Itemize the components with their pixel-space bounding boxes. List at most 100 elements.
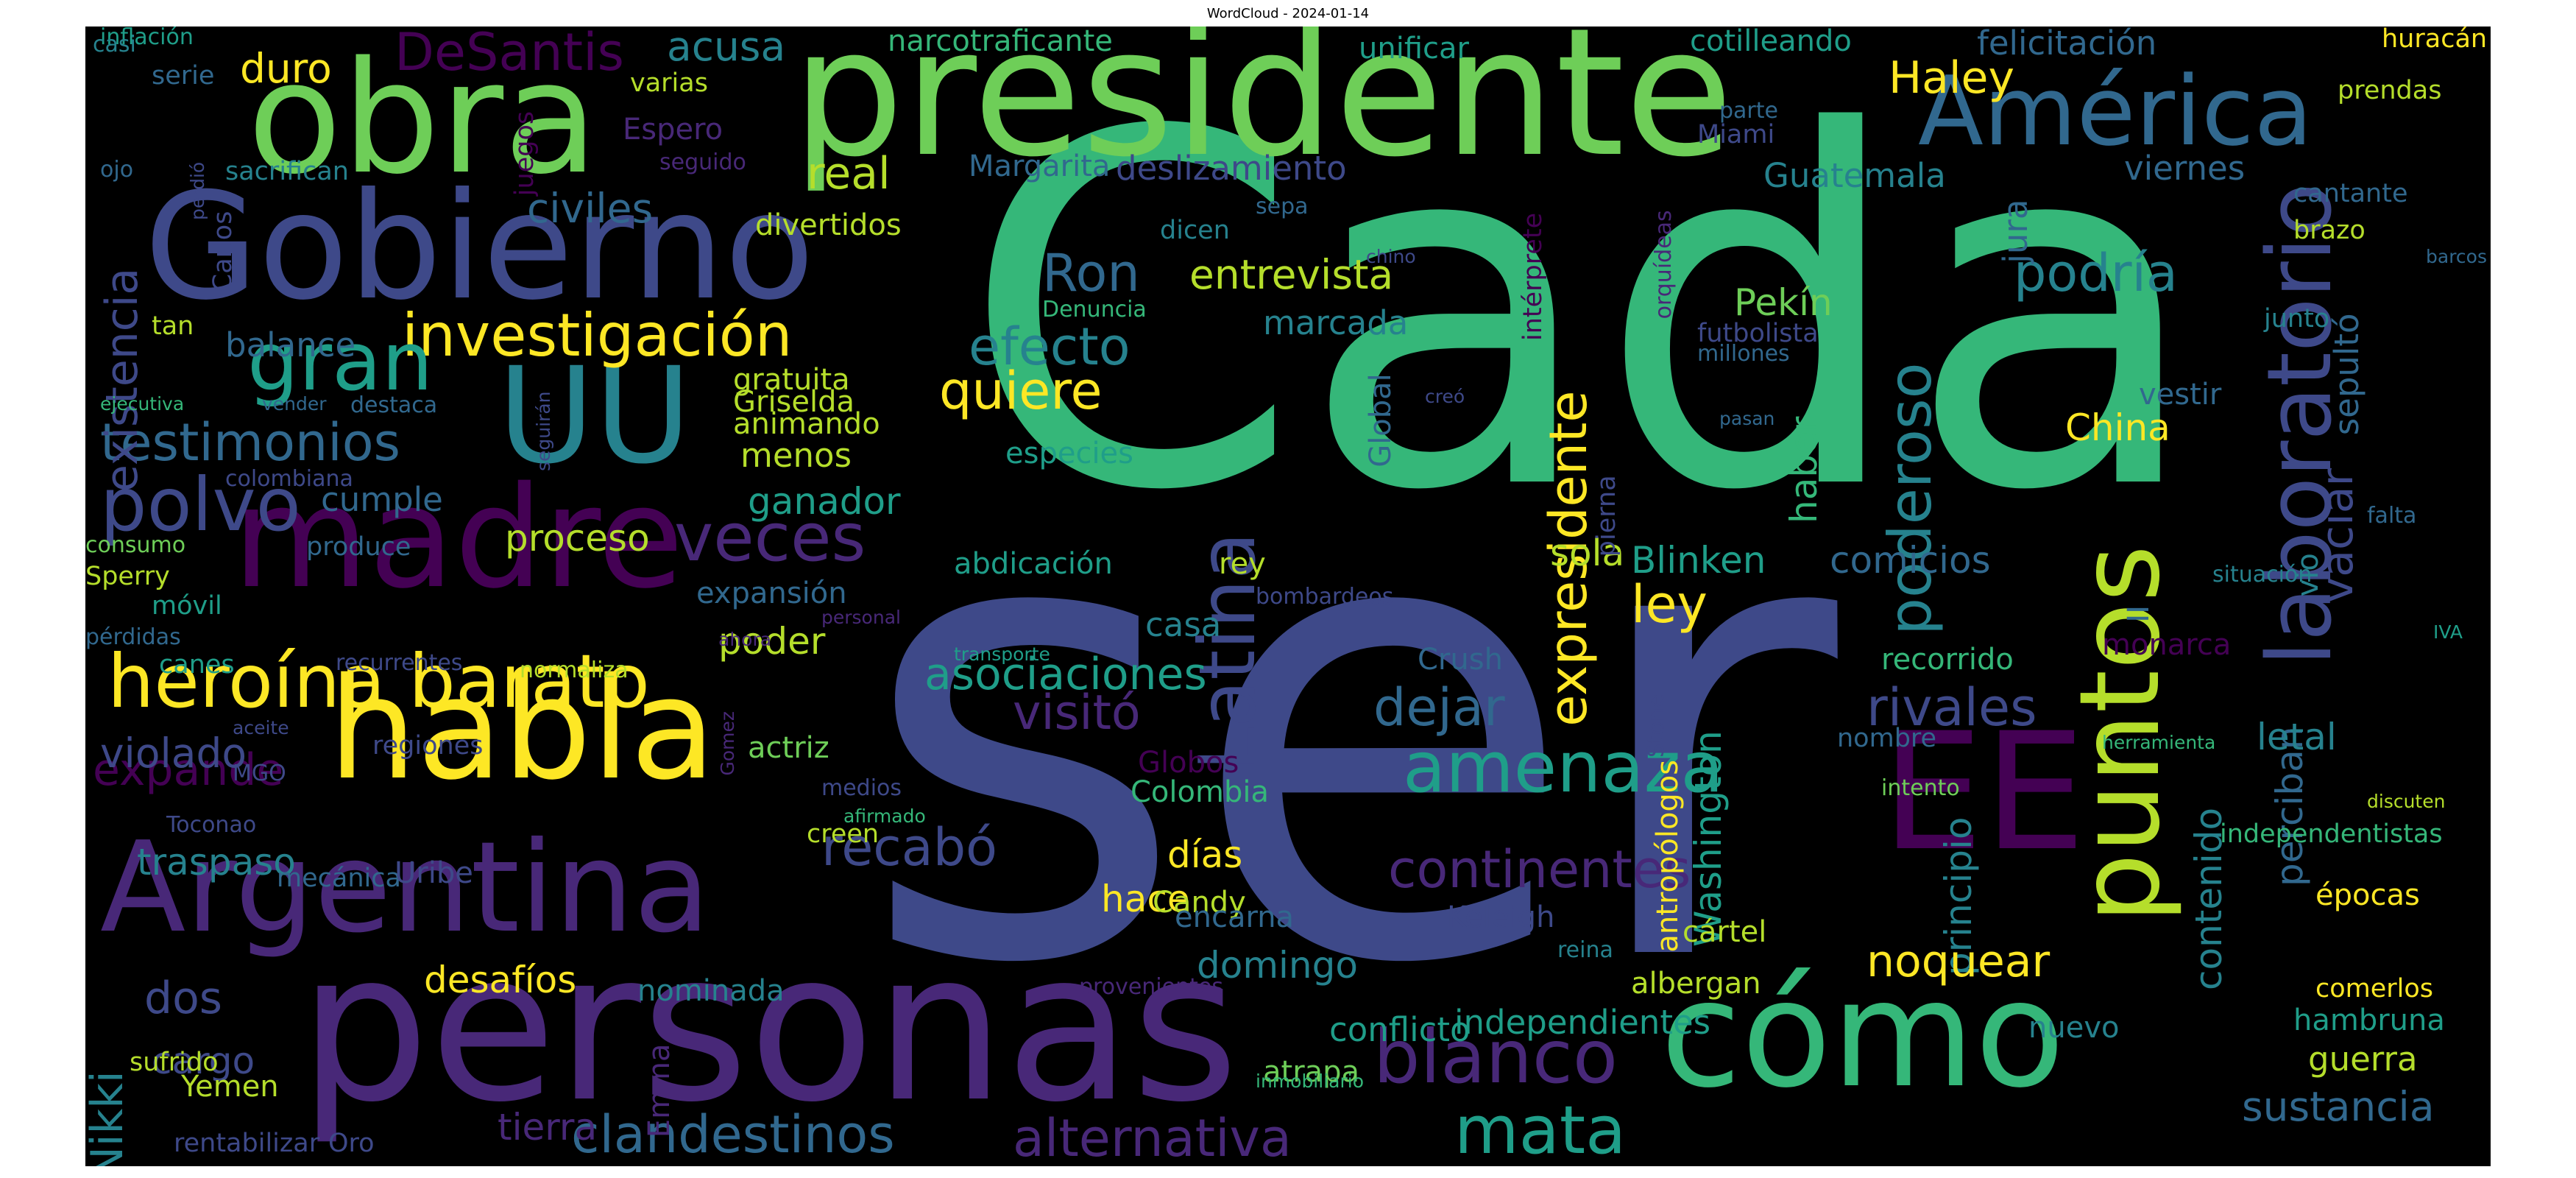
word-habla: habla bbox=[328, 648, 716, 811]
word-noquear: noquear bbox=[1866, 936, 2050, 987]
word-heroina-barato: heroína barato bbox=[107, 638, 650, 724]
word-deslizamiento: deslizamiento bbox=[1116, 149, 1347, 188]
word-afirmado: afirmado bbox=[843, 805, 926, 827]
word-antropologos: antropólogos bbox=[1651, 759, 1685, 953]
word-uu: UU bbox=[498, 339, 692, 493]
word-falta: falta bbox=[2367, 503, 2417, 529]
word-brazo: brazo bbox=[2293, 216, 2366, 245]
word-orquideas: orquídeas bbox=[1651, 210, 1677, 320]
word-prendas: prendas bbox=[2338, 76, 2442, 105]
word-perdio: perdió bbox=[187, 161, 208, 220]
word-parte: parte bbox=[1719, 98, 1778, 124]
word-dos: dos bbox=[144, 973, 223, 1024]
word-destaca: destaca bbox=[350, 392, 438, 418]
word-mata: mata bbox=[1454, 1092, 1627, 1166]
word-consumo: consumo bbox=[85, 532, 186, 558]
word-desantis: DeSantis bbox=[394, 27, 625, 82]
word-menos: menos bbox=[740, 436, 852, 475]
word-perdidas: pérdidas bbox=[85, 624, 181, 650]
word-serie: serie bbox=[152, 61, 215, 91]
word-stone: Stone bbox=[1643, 694, 1669, 758]
word-barcos: barcos bbox=[2426, 246, 2487, 267]
word-toconao: Toconao bbox=[166, 812, 257, 838]
word-ojo: ojo bbox=[100, 157, 134, 183]
word-juegos: juegos bbox=[510, 110, 539, 197]
word-balance: balance bbox=[225, 325, 356, 364]
word-haber: haber bbox=[1783, 416, 1825, 523]
word-albergan: albergan bbox=[1631, 967, 1761, 1001]
word-griselda: Griselda bbox=[733, 385, 855, 419]
word-cloud-panel: Cada ser presidente personas obra Gobierno mad… bbox=[85, 27, 2491, 1166]
word-comicios: comicios bbox=[1830, 539, 1991, 582]
word-entrevista: entrevista bbox=[1189, 251, 1394, 298]
word-traspaso: traspaso bbox=[137, 841, 296, 884]
word-jura: jura bbox=[1996, 199, 2035, 264]
word-huracan: huracán bbox=[2382, 27, 2488, 54]
word-hace: hace bbox=[1101, 878, 1190, 920]
word-sufrido: sufrido bbox=[130, 1048, 219, 1077]
word-vestir: vestir bbox=[2139, 378, 2222, 412]
word-haley: Haley bbox=[1889, 52, 2014, 104]
word-chino: chino bbox=[1366, 246, 1416, 267]
word-china: China bbox=[2065, 406, 2170, 449]
word-duro: duro bbox=[240, 45, 332, 92]
word-rentabilizar: rentabilizar bbox=[174, 1129, 320, 1158]
word-junto: junto bbox=[2264, 304, 2330, 334]
word-epocas: épocas bbox=[2315, 878, 2420, 912]
word-sperry: Sperry bbox=[85, 562, 170, 591]
word-regiones: regiones bbox=[372, 731, 484, 761]
word-hambruna: hambruna bbox=[2293, 1004, 2445, 1037]
word-dejar: dejar bbox=[1373, 677, 1505, 738]
word-dicen: dicen bbox=[1160, 216, 1230, 245]
word-casi: casi bbox=[93, 32, 136, 57]
word-blanco: blanco bbox=[1373, 1014, 1618, 1100]
word-inmobiliario: inmobiliario bbox=[1256, 1071, 1364, 1092]
word-varias: varias bbox=[630, 68, 708, 98]
word-conflicto: conflicto bbox=[1329, 1010, 1471, 1049]
word-personas: personas bbox=[299, 908, 1239, 1148]
word-movil: móvil bbox=[152, 591, 222, 621]
word-gran: gran bbox=[247, 314, 434, 409]
word-iva: IVA bbox=[2433, 621, 2463, 643]
word-keleigh: Keleigh bbox=[1447, 900, 1555, 934]
word-denuncia: Denuncia bbox=[1042, 297, 1147, 322]
word-inflacion: inflación bbox=[100, 27, 194, 50]
word-normaliza: normaliza bbox=[520, 657, 629, 683]
word-recurrentes: recurrentes bbox=[336, 650, 463, 676]
word-pasan: pasan bbox=[1719, 408, 1775, 429]
word-ley: ley bbox=[1631, 574, 1708, 635]
word-creo: creó bbox=[1425, 386, 1465, 407]
word-ron: Ron bbox=[1042, 243, 1140, 303]
word-produce: produce bbox=[306, 532, 411, 562]
word-colombia: Colombia bbox=[1130, 775, 1269, 809]
word-quiere: quiere bbox=[939, 361, 1103, 421]
word-provenientes: provenientes bbox=[1079, 974, 1223, 1000]
word-tierra: tierra bbox=[498, 1106, 598, 1149]
word-como: cómo bbox=[1660, 949, 2065, 1121]
word-herramienta: herramienta bbox=[2102, 732, 2216, 753]
word-obra: obra bbox=[247, 28, 598, 208]
word-ser: ser bbox=[858, 364, 1838, 1101]
word-amenaza: amenaza bbox=[1403, 727, 1724, 808]
word-comerlos: comerlos bbox=[2315, 974, 2434, 1004]
word-rivales: rivales bbox=[1866, 677, 2037, 738]
word-poder: poder bbox=[718, 620, 826, 663]
word-creen: creen bbox=[807, 819, 880, 849]
word-sola: sola bbox=[1550, 532, 1625, 574]
word-emma: Emma bbox=[643, 1043, 676, 1138]
word-ahora: ahora bbox=[718, 629, 772, 650]
word-blinken: Blinken bbox=[1631, 539, 1766, 582]
word-pierna: pierna bbox=[1592, 475, 1621, 557]
word-espero: Espero bbox=[623, 113, 723, 147]
word-personal: personal bbox=[821, 607, 901, 628]
word-cumple: cumple bbox=[321, 480, 443, 519]
word-investigacion: investigación bbox=[402, 301, 793, 370]
word-millones: millones bbox=[1697, 341, 1790, 367]
word-marcada: marcada bbox=[1263, 303, 1409, 342]
word-desafios: desafíos bbox=[424, 959, 577, 1001]
word-rey: rey bbox=[1219, 547, 1266, 581]
word-existencia: existencia bbox=[96, 267, 148, 492]
word-uribe: Uribe bbox=[394, 856, 473, 890]
word-unificar: unificar bbox=[1359, 32, 1469, 66]
word-cartel: cártel bbox=[1682, 915, 1767, 949]
